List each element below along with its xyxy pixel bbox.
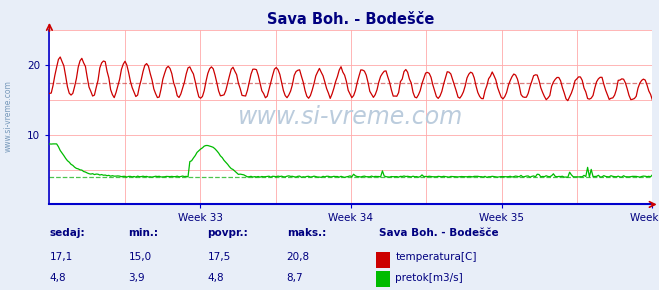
Text: www.si-vreme.com: www.si-vreme.com [239, 106, 463, 129]
Text: 4,8: 4,8 [49, 273, 66, 283]
Text: 15,0: 15,0 [129, 251, 152, 262]
Text: 3,9: 3,9 [129, 273, 145, 283]
Text: maks.:: maks.: [287, 228, 326, 238]
Text: povpr.:: povpr.: [208, 228, 248, 238]
Text: min.:: min.: [129, 228, 159, 238]
Text: pretok[m3/s]: pretok[m3/s] [395, 273, 463, 283]
Text: 17,1: 17,1 [49, 251, 72, 262]
Text: 8,7: 8,7 [287, 273, 303, 283]
Text: 20,8: 20,8 [287, 251, 310, 262]
Title: Sava Boh. - Bodešče: Sava Boh. - Bodešče [268, 12, 434, 26]
Text: sedaj:: sedaj: [49, 228, 85, 238]
Text: temperatura[C]: temperatura[C] [395, 251, 477, 262]
Text: www.si-vreme.com: www.si-vreme.com [3, 80, 13, 152]
Text: 4,8: 4,8 [208, 273, 224, 283]
Text: 17,5: 17,5 [208, 251, 231, 262]
Text: Sava Boh. - Bodešče: Sava Boh. - Bodešče [379, 228, 499, 238]
